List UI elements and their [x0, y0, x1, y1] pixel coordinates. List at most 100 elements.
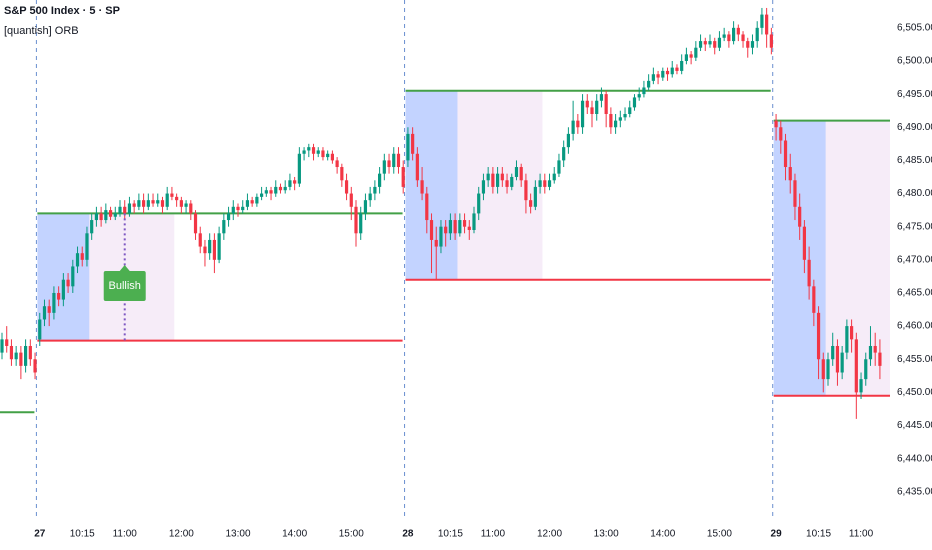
candle-body	[335, 160, 339, 168]
candle-body	[359, 213, 363, 234]
candle-body	[137, 200, 141, 207]
x-tick-label: 12:00	[169, 529, 194, 540]
candle-body	[108, 210, 113, 217]
y-tick-label: 6,475.00	[897, 221, 932, 232]
candle-body	[354, 206, 358, 234]
candle-body	[33, 359, 37, 373]
candle-body	[222, 220, 226, 234]
y-tick-label: 6,490.00	[897, 122, 932, 133]
signal-label: Bullish	[109, 280, 141, 292]
x-tick-label: 29	[771, 529, 783, 540]
candle-body	[538, 180, 542, 187]
candle-body	[698, 41, 703, 48]
candle-body	[708, 41, 712, 45]
candle-body	[496, 173, 500, 187]
candle-body	[236, 206, 240, 211]
candle-body	[311, 147, 316, 154]
candle-body	[543, 180, 547, 187]
x-tick-label: 11:00	[849, 529, 874, 540]
candle-body	[14, 352, 18, 360]
candle-body	[750, 41, 755, 48]
candle-body	[99, 213, 103, 221]
candle-body	[444, 226, 448, 234]
candle-body	[760, 14, 764, 28]
candle-body	[66, 279, 70, 287]
candle-body	[24, 345, 28, 366]
candle-body	[505, 180, 509, 187]
candle-body	[599, 94, 604, 101]
x-tick-label: 28	[402, 529, 414, 540]
candle-body	[288, 180, 292, 187]
candle-body	[38, 319, 42, 340]
candle-body	[0, 339, 4, 353]
y-tick-label: 6,460.00	[897, 321, 932, 332]
candle-body	[269, 190, 273, 194]
candle-body	[500, 173, 504, 181]
candle-body	[165, 193, 169, 207]
x-tick-label: 14:00	[282, 529, 307, 540]
x-tick-label: 11:00	[481, 529, 506, 540]
candle-body	[717, 37, 722, 48]
candle-body	[481, 180, 486, 194]
candle-body	[632, 97, 637, 108]
candle-body	[260, 193, 264, 197]
candle-body	[434, 239, 438, 247]
candle-body	[61, 279, 65, 300]
chart-title: S&P 500 Index · 5 · SP	[4, 5, 120, 17]
candle-body	[151, 200, 155, 204]
candle-body	[585, 100, 589, 108]
candle-body	[127, 203, 132, 214]
y-tick-label: 6,440.00	[897, 453, 932, 464]
candle-body	[5, 339, 9, 346]
candle-body	[293, 180, 297, 184]
candle-body	[52, 292, 56, 313]
candle-body	[628, 107, 632, 115]
candle-body	[212, 239, 216, 260]
candle-body	[406, 133, 410, 161]
candle-body	[448, 220, 452, 234]
candle-body	[873, 345, 877, 353]
candle-body	[713, 41, 717, 48]
candle-body	[802, 226, 806, 260]
candle-body	[411, 133, 415, 154]
breakout-window-box	[457, 90, 543, 280]
candle-body	[175, 196, 179, 201]
y-tick-label: 6,485.00	[897, 155, 932, 166]
candle-body	[514, 167, 519, 177]
candle-body	[552, 173, 556, 181]
candle-body	[193, 213, 198, 234]
x-tick-label: 15:00	[707, 529, 732, 540]
candle-body	[75, 253, 80, 267]
candle-body	[637, 94, 641, 98]
candle-body	[9, 345, 14, 360]
candle-body	[859, 379, 863, 393]
candle-body	[614, 120, 618, 128]
candle-body	[396, 153, 401, 168]
x-tick-label: 15:00	[339, 529, 364, 540]
candle-body	[609, 114, 613, 128]
candle-body	[798, 206, 802, 227]
candle-body	[486, 173, 490, 181]
candle-body	[217, 233, 221, 260]
candle-body	[104, 210, 108, 221]
candle-body	[557, 160, 561, 174]
candle-body	[562, 147, 566, 161]
candle-body	[741, 34, 745, 42]
x-tick-label: 12:00	[537, 529, 562, 540]
candle-body	[835, 345, 840, 373]
candle-body	[821, 359, 825, 380]
y-tick-label: 6,445.00	[897, 420, 932, 431]
candle-body	[453, 220, 457, 234]
candle-body	[132, 203, 136, 207]
candle-body	[184, 203, 188, 207]
candle-body	[316, 150, 320, 154]
candle-body	[722, 34, 726, 38]
candle-body	[642, 87, 646, 95]
candle-body	[510, 176, 514, 187]
candle-body	[420, 180, 424, 194]
y-tick-label: 6,495.00	[897, 89, 932, 100]
candle-body	[340, 167, 344, 181]
x-tick-label: 13:00	[225, 529, 250, 540]
candle-body	[779, 127, 783, 141]
y-tick-label: 6,455.00	[897, 354, 932, 365]
